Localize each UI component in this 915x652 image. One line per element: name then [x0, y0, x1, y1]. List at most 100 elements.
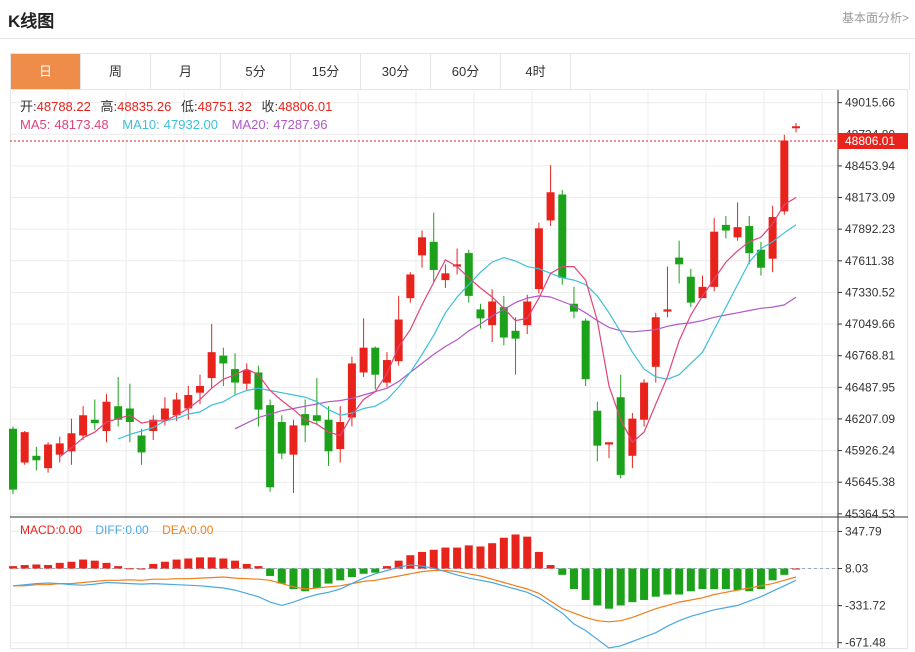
- candle-body: [20, 432, 29, 463]
- tab-30min[interactable]: 30分: [361, 54, 431, 90]
- y-tick-label: 48173.09: [845, 191, 895, 205]
- tab-day[interactable]: 日: [11, 54, 81, 90]
- candle-body: [733, 227, 742, 238]
- candle-body: [102, 401, 111, 432]
- candle-body: [242, 370, 251, 384]
- macd-bar: [418, 551, 427, 569]
- macd-bar: [488, 543, 497, 569]
- candle-body: [675, 257, 684, 265]
- candle-body: [616, 397, 625, 475]
- macd-bar: [102, 562, 111, 569]
- candle-body: [534, 228, 543, 290]
- candle-body: [546, 192, 555, 221]
- tab-60min[interactable]: 60分: [431, 54, 501, 90]
- candle-body: [172, 399, 181, 416]
- candle-body: [605, 442, 614, 445]
- candle-body: [698, 286, 707, 299]
- candle-body: [640, 382, 649, 420]
- tab-week[interactable]: 周: [81, 54, 151, 90]
- macd-tick-label: -671.48: [845, 636, 886, 650]
- macd-bar: [675, 568, 684, 595]
- candle-body: [231, 369, 240, 383]
- y-tick-label: 46768.81: [845, 349, 895, 363]
- macd-bar: [160, 561, 169, 569]
- candle-body: [266, 405, 275, 488]
- candle-body: [324, 419, 333, 452]
- macd-bar: [9, 566, 17, 569]
- macd-bar: [745, 568, 754, 592]
- macd-bar: [710, 568, 719, 590]
- price-axis: 49015.6648734.8048453.9448173.0947892.23…: [838, 96, 895, 521]
- candle-body: [32, 455, 41, 461]
- page-title: K线图: [8, 12, 55, 31]
- fundamental-analysis-link[interactable]: 基本面分析>: [841, 11, 909, 25]
- chart-panel: [10, 89, 908, 649]
- y-tick-label: 46487.95: [845, 380, 895, 394]
- macd-bar: [733, 568, 742, 591]
- period-tabs: 日 周 月 5分 15分 30分 60分 4时: [10, 53, 910, 90]
- candle-body: [254, 372, 263, 410]
- macd-info: MACD:0.00 DIFF:0.00 DEA:0.00: [20, 523, 214, 537]
- candle-body: [464, 253, 473, 296]
- candle-body: [558, 194, 567, 278]
- candle-body: [289, 425, 298, 455]
- tab-15min[interactable]: 15分: [291, 54, 361, 90]
- macd-bar: [569, 568, 578, 590]
- candle-body: [628, 418, 637, 456]
- ma5-line: [59, 196, 797, 458]
- macd-bar: [382, 566, 391, 569]
- y-tick-label: 47330.52: [845, 285, 895, 299]
- macd-bar: [441, 547, 450, 569]
- candle-body: [359, 347, 368, 373]
- macd-bar: [756, 568, 765, 590]
- candle-body: [114, 406, 123, 420]
- ma20-line: [234, 295, 797, 430]
- macd-bar: [90, 560, 99, 569]
- macd-bar: [499, 537, 508, 569]
- candle-body: [581, 320, 590, 380]
- macd-bar: [558, 568, 567, 575]
- macd-bar: [698, 568, 707, 590]
- macd-bar: [301, 568, 310, 592]
- macd-bar: [686, 568, 695, 592]
- ma10-label: MA10:: [122, 117, 160, 132]
- tab-month[interactable]: 月: [151, 54, 221, 90]
- diff-line: [12, 564, 797, 649]
- candle-body: [721, 224, 730, 231]
- candle-body: [441, 273, 450, 281]
- macd-bar: [195, 557, 204, 569]
- macd-bar: [277, 568, 286, 584]
- last-price-tag: [838, 133, 908, 149]
- macd-bar: [429, 549, 438, 569]
- dea-line: [13, 569, 797, 623]
- macd-bar: [312, 568, 321, 588]
- diff-value: 0.00: [125, 523, 149, 537]
- diff-label: DIFF:: [95, 523, 125, 537]
- macd-bar: [289, 568, 298, 590]
- dea-label: DEA:: [162, 523, 190, 537]
- candle-body: [90, 419, 99, 424]
- candle-body: [792, 126, 800, 129]
- tab-4hour[interactable]: 4时: [501, 54, 571, 90]
- macd-bar: [32, 564, 41, 569]
- candle-body: [277, 421, 286, 454]
- candle-body: [184, 394, 193, 409]
- candle-body: [55, 443, 64, 455]
- candle-body: [79, 415, 88, 436]
- macd-bar: [347, 568, 356, 578]
- candle-body: [195, 385, 204, 393]
- tab-5min[interactable]: 5分: [221, 54, 291, 90]
- macd-bar: [44, 565, 53, 569]
- y-tick-label: 45926.24: [845, 444, 895, 458]
- candle-body: [523, 301, 532, 326]
- header: K线图 基本面分析>: [0, 0, 915, 39]
- macd-bar: [663, 568, 672, 595]
- candle-body: [710, 231, 719, 287]
- ma5-value: 48173.48: [54, 117, 108, 132]
- macd-bar: [394, 560, 403, 569]
- macd-bar: [149, 563, 158, 569]
- macd-tick-label: -331.72: [845, 599, 886, 613]
- macd-bar: [137, 568, 146, 570]
- y-tick-label: 46207.09: [845, 412, 895, 426]
